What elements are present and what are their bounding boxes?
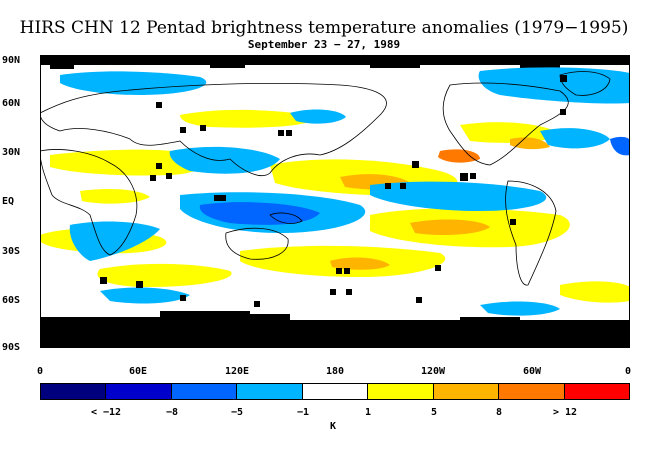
missing-data-boxes <box>100 75 567 331</box>
colorbar-cell <box>106 384 172 399</box>
lon-label-0-east: 0 <box>624 366 632 377</box>
colorbar-cell <box>237 384 303 399</box>
negative-anomaly-regions <box>60 67 630 316</box>
colorbar-cell <box>302 384 369 399</box>
antarctic-missing-data <box>40 311 630 348</box>
lon-label-0: 0 <box>36 366 44 377</box>
lat-label-90n: 90N <box>2 55 21 66</box>
lat-label-30n: 30N <box>2 147 21 158</box>
colorbar-label: −8 <box>165 407 179 418</box>
lat-label-60s: 60S <box>2 295 21 306</box>
lat-label-60n: 60N <box>2 98 21 109</box>
lon-label-180: 180 <box>325 366 345 377</box>
colorbar-label: 8 <box>495 407 503 418</box>
coastlines <box>40 71 611 286</box>
colorbar-cell <box>41 384 107 399</box>
colorbar-label: 5 <box>430 407 438 418</box>
colorbar-label: 1 <box>364 407 372 418</box>
colorbar-label: −5 <box>230 407 244 418</box>
colorbar-label: −1 <box>296 407 310 418</box>
lon-label-120e: 120E <box>224 366 250 377</box>
lat-label-30s: 30S <box>2 246 21 257</box>
lon-label-120w: 120W <box>420 366 446 377</box>
colorbar-cell <box>564 384 629 399</box>
lat-label-eq: EQ <box>2 196 15 207</box>
lon-label-60w: 60W <box>522 366 542 377</box>
colorbar-cell <box>433 384 500 399</box>
anomaly-map <box>40 55 630 348</box>
colorbar-cell <box>171 384 238 399</box>
colorbar-label: < −12 <box>90 407 122 418</box>
colorbar-cell <box>368 384 434 399</box>
map-subtitle: September 23 − 27, 1989 <box>247 38 401 51</box>
lon-label-60e: 60E <box>128 366 148 377</box>
map-title: HIRS CHN 12 Pentad brightness temperatur… <box>19 18 629 38</box>
colorbar-cell <box>499 384 565 399</box>
lat-label-90s: 90S <box>2 342 21 353</box>
positive-anomaly-regions <box>40 109 630 303</box>
colorbar-label: > 12 <box>552 407 578 418</box>
colorbar-unit: K <box>330 421 337 432</box>
colorbar <box>40 383 630 400</box>
